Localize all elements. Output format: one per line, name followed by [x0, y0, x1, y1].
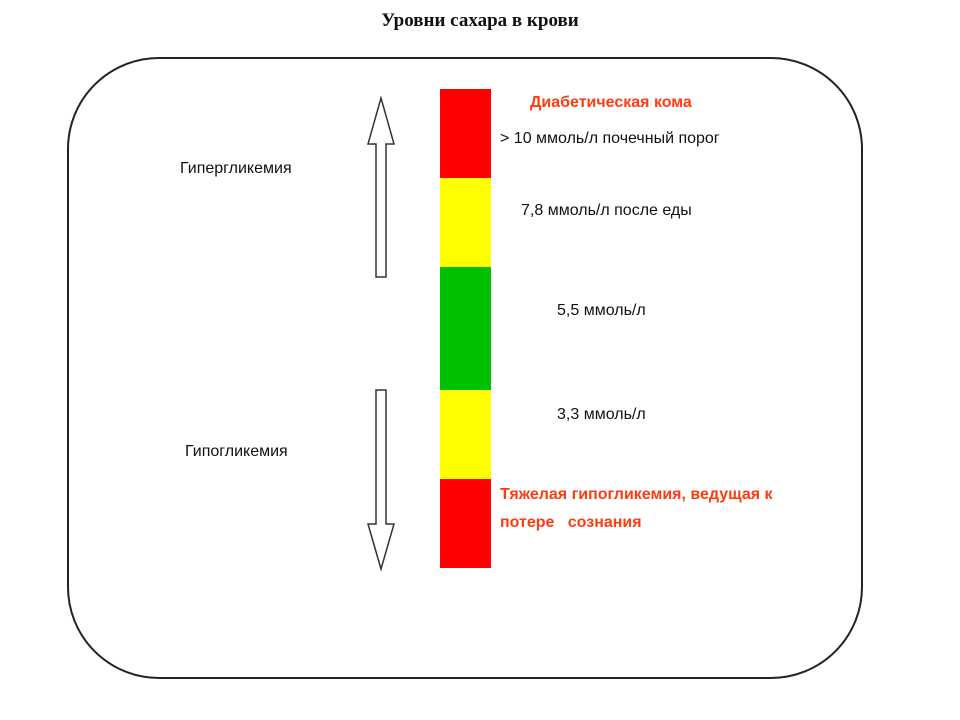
renal-threshold-label: > 10 ммоль/л почечный порог — [500, 130, 720, 147]
arrow-up-icon — [367, 96, 395, 278]
arrow-down-icon — [367, 389, 395, 572]
diagram-title: Уровни сахара в крови — [381, 10, 579, 31]
scale-segment-yellow-low — [440, 390, 491, 479]
scale-segment-red-high — [440, 89, 491, 178]
normal-level-label: 5,5 ммоль/л — [557, 302, 646, 319]
severe-hypoglycemia-label-line2: потере сознания — [500, 514, 642, 531]
hypoglycemia-label: Гипогликемия — [185, 443, 288, 460]
severe-hypoglycemia-label-line1: Тяжелая гипогликемия, ведущая к — [500, 486, 773, 503]
scale-segment-red-low — [440, 479, 491, 568]
scale-segment-yellow-high — [440, 178, 491, 267]
diagram-frame — [67, 57, 863, 679]
low-level-label: 3,3 ммоль/л — [557, 406, 646, 423]
hyperglycemia-label: Гипергликемия — [180, 160, 292, 177]
after-meal-label: 7,8 ммоль/л после еды — [521, 202, 692, 219]
diabetic-coma-label: Диабетическая кома — [530, 94, 692, 111]
scale-segment-green-normal — [440, 267, 491, 390]
glucose-color-scale — [440, 89, 491, 568]
